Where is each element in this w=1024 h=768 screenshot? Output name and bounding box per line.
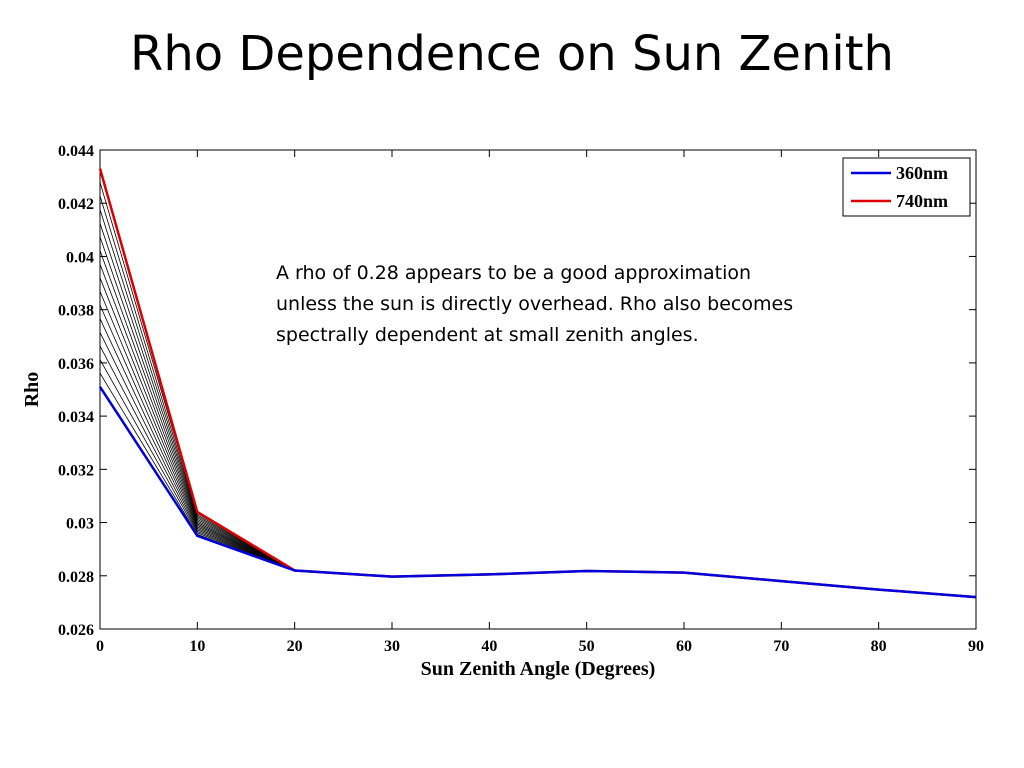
y-tick-label: 0.026: [58, 622, 94, 639]
y-tick-label: 0.028: [58, 569, 94, 586]
plot-frame: [99, 149, 977, 630]
series-line-740nm: [98, 168, 977, 599]
series-lines: [98, 168, 977, 599]
intermediate-wavelength-line: [99, 332, 977, 598]
y-tick-label: 0.038: [58, 303, 94, 320]
intermediate-wavelength-line: [99, 345, 977, 598]
annotation-line: spectrally dependent at small zenith ang…: [276, 324, 699, 346]
y-tick-label: 0.03: [66, 516, 94, 533]
legend-label-360nm: 360nm: [896, 163, 948, 183]
y-tick-label: 0.034: [58, 409, 94, 426]
y-tick-label: 0.04: [66, 249, 94, 266]
intermediate-wavelength-line: [99, 182, 977, 598]
intermediate-wavelength-line: [99, 372, 977, 598]
x-tick-label: 40: [481, 638, 497, 655]
x-tick-label: 50: [579, 638, 595, 655]
annotation-text: A rho of 0.28 appears to be a good appro…: [276, 258, 876, 351]
x-axis-label: Sun Zenith Angle (Degrees): [421, 658, 656, 680]
intermediate-wavelength-line: [99, 318, 977, 598]
x-tick-label: 60: [676, 638, 692, 655]
x-tick-label: 70: [773, 638, 789, 655]
x-tick-label: 0: [96, 638, 104, 655]
y-tick-label: 0.044: [58, 143, 94, 160]
annotation-line: unless the sun is directly overhead. Rho…: [276, 293, 794, 315]
legend-box: [842, 157, 971, 217]
x-tick-label: 20: [287, 638, 303, 655]
intermediate-wavelength-line: [99, 359, 977, 598]
y-tick-label: 0.042: [58, 196, 94, 213]
y-axis-label: Rho: [21, 372, 43, 408]
legend: 360nm 740nm: [842, 157, 971, 217]
y-tick-label: 0.036: [58, 356, 94, 373]
x-tick-label: 80: [871, 638, 887, 655]
tick-labels: 0 10 20 30 40 50 60 70 80 90 0.026 0.028 0.03 0.032 0.…: [58, 143, 984, 655]
legend-label-740nm: 740nm: [896, 191, 948, 211]
axis-ticks: [99, 149, 977, 630]
x-tick-label: 90: [968, 638, 984, 655]
plot-axes: [99, 149, 977, 630]
x-tick-label: 30: [384, 638, 400, 655]
annotation-line: A rho of 0.28 appears to be a good appro…: [276, 262, 752, 284]
slide-title: Rho Dependence on Sun Zenith: [130, 26, 894, 82]
series-line-360nm: [98, 386, 977, 599]
y-tick-label: 0.032: [58, 462, 94, 479]
x-tick-label: 10: [189, 638, 205, 655]
